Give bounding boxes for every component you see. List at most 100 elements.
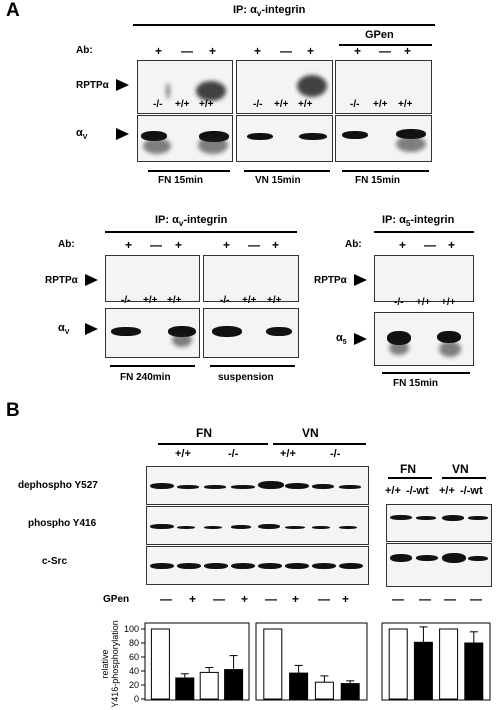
gpen-label-top: GPen <box>365 29 394 41</box>
rptp-label-top: RPTPα <box>76 80 109 91</box>
gpen-mark: — <box>419 592 431 606</box>
cond-label: FN 15min <box>158 175 204 186</box>
arrow-icon <box>354 333 367 345</box>
panel-letter-a: A <box>6 0 20 21</box>
gpen-mark: — <box>318 592 330 606</box>
blot-band <box>231 563 255 569</box>
vn-label-b: VN <box>302 426 319 440</box>
ab-mark: + <box>448 238 456 252</box>
blot-band <box>204 563 228 569</box>
ab-mark: — <box>150 238 162 252</box>
genotype-label: -/- <box>153 99 163 110</box>
cond-underline <box>210 365 295 367</box>
ab-mark: + <box>125 238 133 252</box>
blot-band <box>312 563 336 569</box>
gpen-mark: — <box>213 592 225 606</box>
blot-alpha-vn15 <box>236 115 333 162</box>
blot-band <box>442 553 466 563</box>
blot-dephospho <box>146 466 369 505</box>
y-tick-label: 80 <box>129 638 139 648</box>
gpen-mark: — <box>444 592 456 606</box>
row-label: c-Src <box>42 556 68 567</box>
genotype-label: +/+ <box>416 297 431 308</box>
vn-underline-b-right <box>442 477 486 479</box>
fn-label-b: FN <box>196 426 212 440</box>
blot-band <box>204 526 222 529</box>
genotype-label: +/+ <box>175 448 191 460</box>
blot-alpha-susp <box>203 308 299 358</box>
arrow-icon <box>85 323 98 335</box>
bar <box>388 628 408 700</box>
ip-title-top: IP: αv-integrin <box>233 4 306 19</box>
blot-band <box>285 563 309 569</box>
y-tick-label: 100 <box>124 624 139 634</box>
blot-band <box>416 555 438 561</box>
genotype-label: -/- <box>121 295 131 306</box>
genotype-label: -/-wt <box>406 485 429 497</box>
blot-band <box>285 483 309 489</box>
ab-mark: — <box>248 238 260 252</box>
genotype-label: +/+ <box>143 295 158 306</box>
ab-mark: + <box>399 238 407 252</box>
cond-underline <box>342 170 429 172</box>
rptp-label-br: RPTPα <box>314 275 347 286</box>
blot-rptp-susp <box>203 255 299 302</box>
ab-mark: + <box>223 238 231 252</box>
blot-band <box>150 563 174 569</box>
row-label: dephospho Y527 <box>18 480 98 491</box>
ip-underline-br <box>374 231 474 233</box>
gpen-mark: + <box>241 592 249 606</box>
ab-mark: — <box>424 238 436 252</box>
genotype-label: +/+ <box>441 297 456 308</box>
gpen-mark: + <box>342 592 350 606</box>
blot-rptp-fn15 <box>137 60 233 114</box>
gpen-underline-top <box>339 44 432 46</box>
y-tick-label: 40 <box>129 666 139 676</box>
blot-band <box>177 485 199 489</box>
y-tick-label: 0 <box>134 694 139 704</box>
bar <box>439 628 459 700</box>
y-axis-label: relative <box>100 649 110 678</box>
ab-mark: — <box>280 44 292 58</box>
genotype-label: -/- <box>220 295 230 306</box>
ab-mark: + <box>209 44 217 58</box>
cond-underline <box>382 372 470 374</box>
ab-mark: + <box>354 44 362 58</box>
bar <box>150 628 170 700</box>
blot-phospho <box>146 506 369 545</box>
genotype-label: +/+ <box>274 99 289 110</box>
arrow-icon <box>85 274 98 286</box>
ip-title-bl: IP: αv-integrin <box>155 214 228 229</box>
gpen-mark: — <box>160 592 172 606</box>
arrow-icon <box>116 128 129 140</box>
cond-label: FN 15min <box>355 175 401 186</box>
ab-mark: + <box>272 238 280 252</box>
genotype-label: +/+ <box>242 295 257 306</box>
bar <box>413 641 433 700</box>
ip-title-br: IP: α5-integrin <box>382 214 455 229</box>
alpha-v-label-top: αV <box>76 127 88 142</box>
blot-band <box>204 485 226 489</box>
bar <box>224 669 244 700</box>
bar <box>464 642 484 700</box>
cond-underline <box>244 170 330 172</box>
bar <box>263 628 283 700</box>
ab-mark: — <box>379 44 391 58</box>
blot-alpha-fn240 <box>105 308 200 358</box>
gpen-mark: + <box>189 592 197 606</box>
blot-band <box>390 554 412 562</box>
ip-underline-top <box>133 24 435 26</box>
gpen-mark: — <box>392 592 404 606</box>
blot-band <box>468 516 488 520</box>
ip-underline-bl <box>105 231 297 233</box>
alpha-5-label: α5 <box>336 332 347 347</box>
ab-mark: + <box>254 44 262 58</box>
blot-band <box>339 563 363 569</box>
blot-band <box>416 516 436 520</box>
ab-mark: + <box>307 44 315 58</box>
blot-rptp-fn240 <box>105 255 200 302</box>
gpen-mark: — <box>265 592 277 606</box>
blot-rptp-vn15 <box>236 60 333 114</box>
blot-band <box>258 524 280 529</box>
